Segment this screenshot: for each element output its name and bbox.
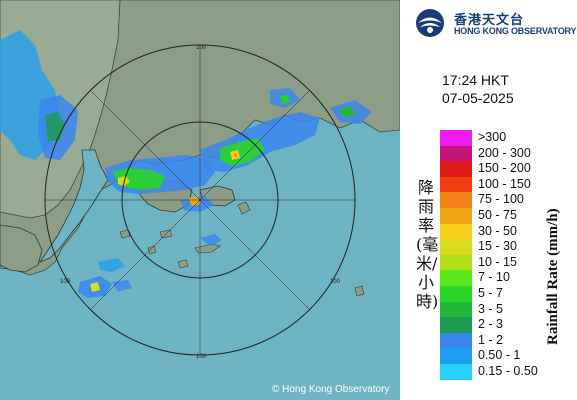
radar-map-canvas: 100 100 100 100 <box>0 0 400 400</box>
legend-label: 3 - 5 <box>478 301 504 316</box>
legend-swatch <box>440 270 472 286</box>
info-panel: 香港天文台 HONG KONG OBSERVATORY 17:24 HKT 07… <box>400 0 577 400</box>
legend-label: 10 - 15 <box>478 254 517 269</box>
legend-row: 3 - 5 <box>440 301 575 318</box>
echo-east-green <box>220 138 265 166</box>
islands <box>119 201 365 297</box>
legend-label: 0.50 - 1 <box>478 348 521 363</box>
legend-row: 200 - 300 <box>440 145 575 162</box>
legend-swatch <box>440 176 472 193</box>
legend-label: 50 - 75 <box>478 207 517 222</box>
legend-label: 0.15 - 0.50 <box>478 363 538 378</box>
copyright-text: © Hong Kong Observatory <box>272 384 390 395</box>
legend-label: 7 - 10 <box>478 270 510 285</box>
legend-swatch <box>440 285 472 302</box>
echo-east-core2 <box>234 153 237 157</box>
legend-swatch <box>440 161 472 177</box>
legend-row: 15 - 30 <box>440 239 575 255</box>
legend-swatch <box>440 363 472 380</box>
legend-label: >300 <box>478 130 507 144</box>
echo-upper-green <box>280 95 290 104</box>
range-label-e: 100 <box>330 279 341 285</box>
logo-name-en: HONG KONG OBSERVATORY <box>454 26 577 36</box>
legend-swatch <box>440 348 472 364</box>
range-rings <box>44 44 356 356</box>
legend-swatch <box>440 239 472 255</box>
legend-swatch <box>440 301 472 318</box>
echo-far-east-green <box>338 106 356 118</box>
legend-row: 5 - 7 <box>440 285 575 302</box>
legend-label: 5 - 7 <box>478 285 504 300</box>
legend-row: 2 - 3 <box>440 317 575 333</box>
legend-swatch <box>440 332 472 349</box>
legend-label: 100 - 150 <box>478 176 531 191</box>
observation-date: 07-05-2025 <box>442 90 514 106</box>
legend-label: 15 - 30 <box>478 239 517 254</box>
hko-logo-icon <box>416 9 444 37</box>
legend-label: 200 - 300 <box>478 145 531 160</box>
echo-sw <box>200 234 222 246</box>
legend-row: 150 - 200 <box>440 161 575 177</box>
echo-south1-core <box>90 282 100 292</box>
legend-row: 10 - 15 <box>440 254 575 271</box>
legend-label: 2 - 3 <box>478 317 504 332</box>
legend-row: 50 - 75 <box>440 207 575 224</box>
range-label-w: 100 <box>60 279 71 285</box>
land-west-coast <box>0 224 43 273</box>
legend-row: 30 - 50 <box>440 223 575 240</box>
legend-swatch <box>440 223 472 240</box>
legend-swatch <box>440 207 472 224</box>
logo-name-zh: 香港天文台 <box>454 13 525 28</box>
legend-label: 30 - 50 <box>478 223 517 238</box>
river-estuary <box>38 149 109 263</box>
range-label-s: 100 <box>196 354 207 360</box>
hko-logo: 香港天文台 HONG KONG OBSERVATORY <box>414 8 577 40</box>
legend-title-zh: 降雨率(毫米/小時) <box>416 178 439 311</box>
legend-row: 0.50 - 1 <box>440 348 575 364</box>
legend-swatch <box>440 254 472 271</box>
legend-row: 100 - 150 <box>440 176 575 193</box>
legend-label: 150 - 200 <box>478 161 531 176</box>
legend-swatch <box>440 192 472 208</box>
legend-row: >300 <box>440 130 575 146</box>
rain-echoes <box>0 30 372 298</box>
observation-time: 17:24 HKT <box>442 72 509 88</box>
legend-swatch <box>440 317 472 333</box>
legend-row: 7 - 10 <box>440 270 575 286</box>
legend-label: 75 - 100 <box>478 192 524 207</box>
radar-map: 100 100 100 100 © Hong Kong Observatory <box>0 0 400 400</box>
rainfall-legend: >300 200 - 300 150 - 200 100 - 150 75 - 100 5… <box>440 130 575 380</box>
echo-south2 <box>98 258 125 272</box>
legend-swatch <box>440 145 472 162</box>
legend-row: 0.15 - 0.50 <box>440 363 575 380</box>
legend-swatch <box>440 130 472 146</box>
legend-row: 75 - 100 <box>440 192 575 208</box>
axis-diag2 <box>89 89 311 311</box>
legend-row: 1 - 2 <box>440 332 575 349</box>
range-label-n: 100 <box>196 45 207 51</box>
echo-center-yellow <box>188 196 200 206</box>
legend-label: 1 - 2 <box>478 332 504 347</box>
range-ring-labels: 100 100 100 100 <box>60 45 341 360</box>
